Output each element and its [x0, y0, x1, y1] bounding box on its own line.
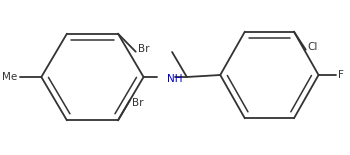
Text: Cl: Cl — [308, 42, 318, 52]
Text: Br: Br — [138, 44, 149, 54]
Text: F: F — [338, 70, 344, 80]
Text: NH: NH — [167, 74, 183, 84]
Text: Br: Br — [132, 98, 143, 108]
Text: Me: Me — [2, 72, 18, 82]
